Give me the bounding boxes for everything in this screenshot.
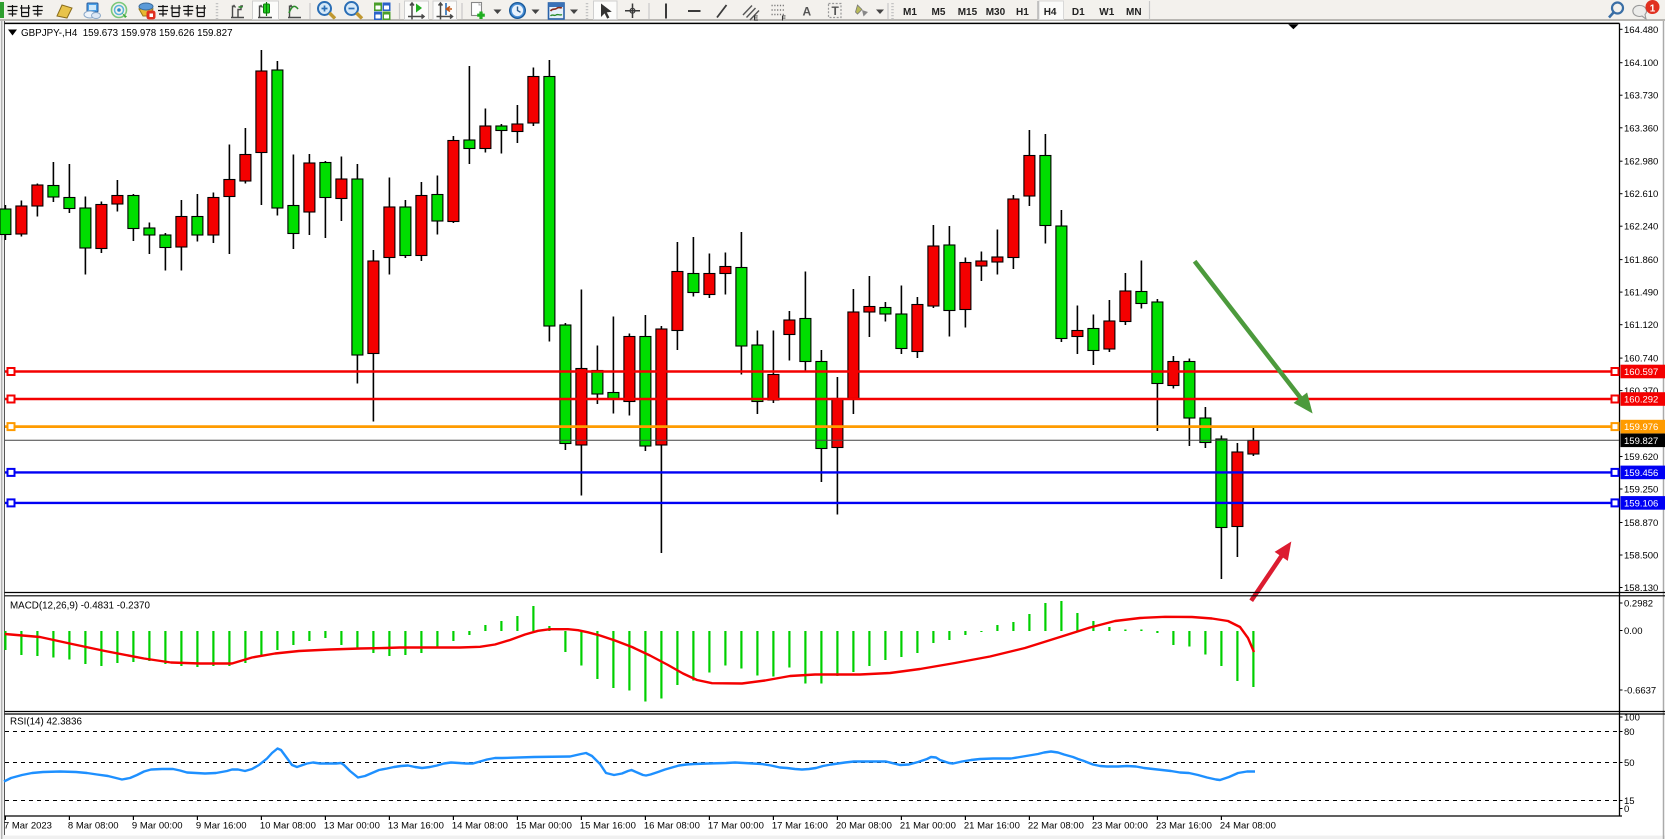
svg-text:161.490: 161.490	[1624, 288, 1658, 299]
svg-text:162.980: 162.980	[1624, 157, 1658, 168]
svg-text:H4: H4	[1044, 7, 1057, 18]
svg-text:13 Mar 00:00: 13 Mar 00:00	[324, 821, 380, 832]
svg-text:158.130: 158.130	[1624, 583, 1658, 594]
svg-text:13 Mar 16:00: 13 Mar 16:00	[388, 821, 444, 832]
svg-text:21 Mar 00:00: 21 Mar 00:00	[900, 821, 956, 832]
svg-text:161.120: 161.120	[1624, 320, 1658, 331]
svg-text:RSI(14) 42.3836: RSI(14) 42.3836	[10, 717, 82, 728]
svg-text:T: T	[832, 4, 840, 18]
svg-text:17 Mar 16:00: 17 Mar 16:00	[772, 821, 828, 832]
svg-text:160.370: 160.370	[1624, 386, 1658, 397]
svg-text:158.870: 158.870	[1624, 518, 1658, 529]
svg-text:80: 80	[1624, 727, 1635, 738]
svg-text:MACD(12,26,9) -0.4831 -0.2370: MACD(12,26,9) -0.4831 -0.2370	[10, 601, 151, 612]
svg-text:159.250: 159.250	[1624, 485, 1658, 496]
svg-text:D1: D1	[1072, 7, 1085, 18]
svg-text:161.860: 161.860	[1624, 255, 1658, 266]
svg-text:159.976: 159.976	[1624, 422, 1658, 433]
svg-text:160.292: 160.292	[1624, 395, 1658, 406]
svg-text:164.100: 164.100	[1624, 58, 1658, 69]
svg-text:E: E	[754, 16, 759, 23]
svg-text:F: F	[782, 16, 787, 23]
svg-text:8 Mar 08:00: 8 Mar 08:00	[68, 821, 119, 832]
svg-text:50: 50	[1624, 758, 1635, 769]
svg-text:159.620: 159.620	[1624, 452, 1658, 463]
svg-text:163.360: 163.360	[1624, 123, 1658, 134]
svg-text:-0.6637: -0.6637	[1624, 686, 1656, 697]
svg-text:23 Mar 00:00: 23 Mar 00:00	[1092, 821, 1148, 832]
svg-text:7 Mar 2023: 7 Mar 2023	[4, 821, 52, 832]
svg-text:9 Mar 16:00: 9 Mar 16:00	[196, 821, 247, 832]
svg-text:162.240: 162.240	[1624, 222, 1658, 233]
svg-text:23 Mar 16:00: 23 Mar 16:00	[1156, 821, 1212, 832]
svg-text:159.106: 159.106	[1624, 498, 1658, 509]
svg-text:163.730: 163.730	[1624, 91, 1658, 102]
svg-text:1: 1	[1650, 4, 1656, 15]
svg-text:M30: M30	[986, 7, 1006, 18]
svg-text:15 Mar 16:00: 15 Mar 16:00	[580, 821, 636, 832]
svg-text:159.456: 159.456	[1624, 468, 1658, 479]
svg-text:MN: MN	[1126, 7, 1142, 18]
svg-text:16 Mar 08:00: 16 Mar 08:00	[644, 821, 700, 832]
svg-text:100: 100	[1624, 713, 1640, 724]
svg-text:10 Mar 08:00: 10 Mar 08:00	[260, 821, 316, 832]
svg-text:M5: M5	[932, 7, 946, 18]
svg-text:160.740: 160.740	[1624, 354, 1658, 365]
svg-text:GBPJPY-,H4 159.673 159.978 15: GBPJPY-,H4 159.673 159.978 159.626 159.8…	[21, 28, 233, 39]
svg-text:W1: W1	[1099, 7, 1114, 18]
svg-text:162.610: 162.610	[1624, 189, 1658, 200]
svg-text:22 Mar 08:00: 22 Mar 08:00	[1028, 821, 1084, 832]
svg-text:17 Mar 00:00: 17 Mar 00:00	[708, 821, 764, 832]
svg-text:0.00: 0.00	[1624, 626, 1643, 637]
svg-text:M1: M1	[903, 7, 917, 18]
svg-text:H1: H1	[1016, 7, 1029, 18]
svg-text:160.597: 160.597	[1624, 367, 1658, 378]
svg-text:21 Mar 16:00: 21 Mar 16:00	[964, 821, 1020, 832]
svg-text:20 Mar 08:00: 20 Mar 08:00	[836, 821, 892, 832]
svg-text:159.827: 159.827	[1624, 436, 1658, 447]
svg-text:9 Mar 00:00: 9 Mar 00:00	[132, 821, 183, 832]
svg-text:15 Mar 00:00: 15 Mar 00:00	[516, 821, 572, 832]
svg-text:M15: M15	[958, 7, 978, 18]
svg-text:15: 15	[1624, 796, 1635, 807]
svg-text:14 Mar 08:00: 14 Mar 08:00	[452, 821, 508, 832]
svg-text:164.480: 164.480	[1624, 25, 1658, 36]
svg-text:24 Mar 08:00: 24 Mar 08:00	[1220, 821, 1276, 832]
svg-text:A: A	[803, 5, 812, 19]
svg-text:0: 0	[1624, 804, 1629, 815]
svg-text:0.2982: 0.2982	[1624, 599, 1653, 610]
svg-text:158.500: 158.500	[1624, 551, 1658, 562]
